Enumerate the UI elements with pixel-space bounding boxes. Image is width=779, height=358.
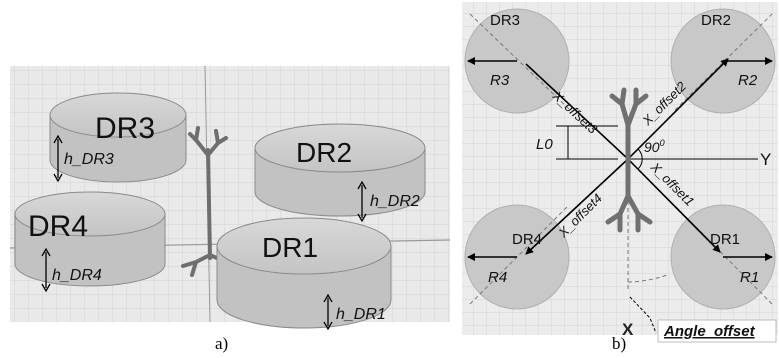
feed-network (181, 126, 240, 278)
label-angle-offset: Angle_offset (663, 323, 756, 340)
label-r2: R2 (738, 72, 758, 89)
cylinder-dr2 (254, 123, 426, 223)
label-dr2: DR2 (296, 137, 352, 168)
caption-b: b) (612, 334, 627, 353)
label-h-dr4: h_DR4 (52, 267, 102, 284)
panel-b-top-view: DR3 DR2 DR4 DR1 R3 R2 R4 R1 X_offset3 X_… (460, 0, 779, 358)
label-h-dr1: h_DR1 (336, 306, 386, 323)
panel-a-canvas: DR3 DR2 DR4 DR1 h_DR3 h_DR2 h_DR4 h_DR1 (9, 65, 450, 331)
label-dr3: DR3 (95, 112, 155, 145)
label-dr1: DR1 (262, 232, 318, 263)
label-l0: L0 (536, 136, 553, 153)
label-r3: R3 (490, 72, 510, 89)
cylinder-dr4 (14, 191, 166, 293)
feed-network-b (605, 87, 653, 233)
cylinder-dr3 (49, 92, 187, 183)
label-r1: R1 (740, 269, 759, 286)
panel-a-3d-view: DR3 DR2 DR4 DR1 h_DR3 h_DR2 h_DR4 h_DR1 … (9, 65, 450, 353)
radius-arrows (467, 57, 773, 261)
label-90: 900 (644, 138, 665, 155)
label-h-dr2: h_DR2 (370, 193, 420, 210)
axis-x-label: X (622, 320, 634, 339)
angle-arc (637, 148, 643, 170)
label-r4: R4 (488, 269, 507, 286)
caption-a: a) (215, 334, 229, 353)
cylinder-dr1 (216, 217, 392, 331)
label-h-dr3: h_DR3 (64, 151, 114, 168)
l0-dimension (556, 125, 618, 160)
label-b-dr3: DR3 (490, 12, 520, 29)
panel-b-canvas: DR3 DR2 DR4 DR1 R3 R2 R4 R1 X_offset3 X_… (462, 2, 778, 343)
label-b-dr2: DR2 (701, 12, 731, 29)
label-b-dr4: DR4 (512, 231, 542, 248)
label-dr4: DR4 (28, 210, 88, 243)
offset-arrows (525, 58, 729, 255)
label-b-dr1: DR1 (710, 231, 740, 248)
angle-offset-box (657, 319, 777, 343)
axis-y-label: Y (760, 150, 771, 169)
